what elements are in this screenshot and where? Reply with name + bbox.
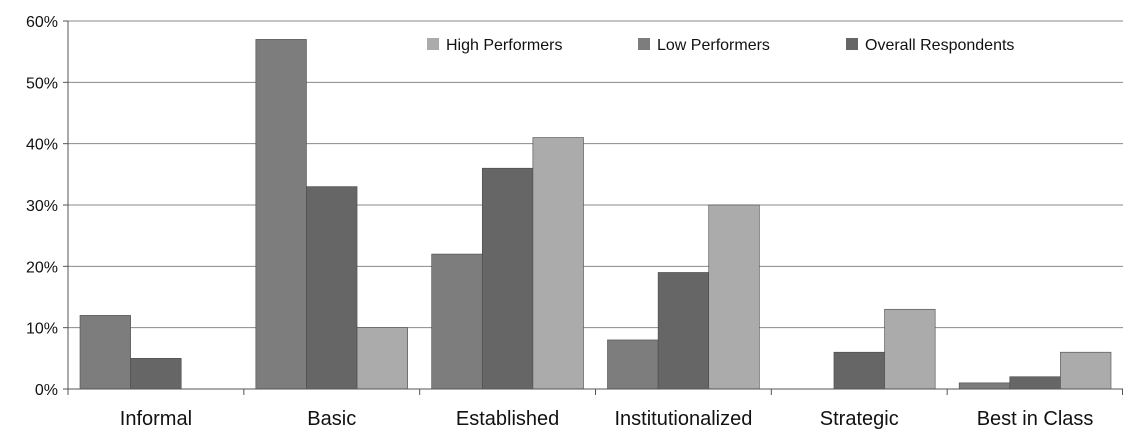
x-tick-label: Informal <box>120 408 192 430</box>
y-tick-label: 20% <box>26 259 58 276</box>
y-tick-label: 10% <box>26 321 58 338</box>
bar-high-performers-best-in-class <box>1060 351 1112 390</box>
legend-swatch <box>427 38 439 50</box>
y-tick-label: 40% <box>26 137 58 154</box>
bar-overall-respondents-established <box>481 167 534 390</box>
x-tick-label: Strategic <box>820 408 899 430</box>
bar-high-performers-basic <box>356 327 408 390</box>
gridlines <box>68 20 1123 329</box>
legend-label: High Performers <box>446 37 562 54</box>
bar-high-performers-strategic <box>884 308 936 390</box>
x-tick-label: Best in Class <box>977 408 1094 430</box>
legend-swatch <box>846 38 858 50</box>
bar-high-performers-established <box>532 137 584 390</box>
y-tick-label: 50% <box>26 75 58 92</box>
bar-low-performers-informal <box>79 315 131 390</box>
legend: High Performers Low Performers Overall Res… <box>427 37 1014 54</box>
y-tick-label: 60% <box>26 14 58 31</box>
axes: 0% 10% 20% 30% 40% 50% 60% Informal Basic Establi… <box>26 14 1123 430</box>
x-tick-label: Institutionalized <box>614 408 752 430</box>
bar-low-performers-basic <box>255 39 307 390</box>
bars <box>79 39 1112 390</box>
bar-overall-respondents-basic <box>306 186 358 390</box>
legend-swatch <box>638 38 650 50</box>
x-tick-label: Established <box>456 408 559 430</box>
bar-overall-respondents-strategic <box>833 351 885 390</box>
bar-low-performers-best-in-class <box>958 382 1011 390</box>
x-tick-label: Basic <box>307 408 356 430</box>
legend-label: Low Performers <box>657 37 770 54</box>
bar-high-performers-institutionalized <box>708 204 760 390</box>
legend-label: Overall Respondents <box>865 37 1014 54</box>
y-tick-label: 0% <box>35 382 58 399</box>
y-tick-label: 30% <box>26 198 58 215</box>
bar-overall-respondents-best-in-class <box>1009 376 1061 390</box>
bar-overall-respondents-institutionalized <box>657 272 710 390</box>
bar-low-performers-established <box>431 253 483 390</box>
bar-low-performers-institutionalized <box>607 339 659 390</box>
bar-overall-respondents-informal <box>130 358 182 390</box>
